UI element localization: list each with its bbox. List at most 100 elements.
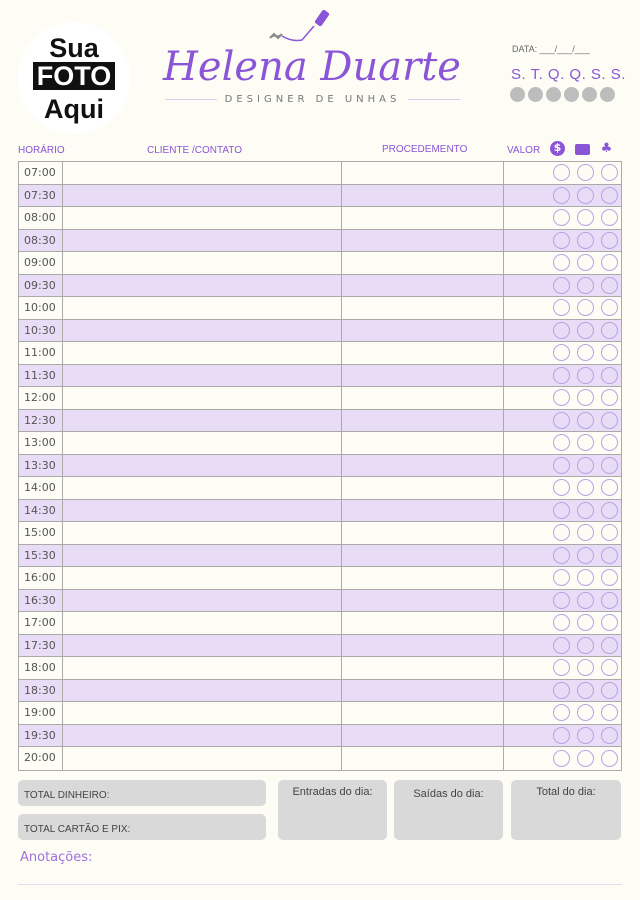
weekday-selectors[interactable] [510, 87, 615, 102]
value-cell[interactable] [504, 252, 621, 274]
cash-checkbox[interactable] [553, 726, 570, 744]
cash-checkbox[interactable] [553, 344, 570, 362]
value-cell[interactable] [504, 477, 621, 499]
pix-checkbox[interactable] [601, 569, 618, 587]
client-cell[interactable] [63, 409, 342, 431]
client-cell[interactable] [63, 342, 342, 364]
procedure-cell[interactable] [342, 409, 504, 431]
card-checkbox[interactable] [577, 434, 594, 452]
card-checkbox[interactable] [577, 366, 594, 384]
procedure-cell[interactable] [342, 657, 504, 679]
client-cell[interactable] [63, 634, 342, 656]
value-cell[interactable] [504, 162, 621, 184]
value-cell[interactable] [504, 410, 621, 432]
pix-checkbox[interactable] [601, 164, 618, 182]
pix-checkbox[interactable] [601, 546, 618, 564]
value-cell[interactable] [504, 680, 621, 702]
cash-checkbox[interactable] [553, 254, 570, 272]
procedure-cell[interactable] [342, 184, 504, 206]
procedure-cell[interactable] [342, 724, 504, 746]
pix-checkbox[interactable] [601, 299, 618, 317]
client-cell[interactable] [63, 274, 342, 296]
cash-checkbox[interactable] [553, 659, 570, 677]
procedure-cell[interactable] [342, 162, 504, 184]
client-cell[interactable] [63, 207, 342, 229]
card-checkbox[interactable] [577, 546, 594, 564]
cash-checkbox[interactable] [553, 411, 570, 429]
card-checkbox[interactable] [577, 681, 594, 699]
pix-checkbox[interactable] [601, 659, 618, 677]
value-cell[interactable] [504, 297, 621, 319]
procedure-cell[interactable] [342, 274, 504, 296]
pix-checkbox[interactable] [601, 614, 618, 632]
cash-checkbox[interactable] [553, 479, 570, 497]
procedure-cell[interactable] [342, 364, 504, 386]
pix-checkbox[interactable] [601, 726, 618, 744]
card-checkbox[interactable] [577, 614, 594, 632]
client-cell[interactable] [63, 612, 342, 634]
pix-checkbox[interactable] [601, 704, 618, 722]
cash-checkbox[interactable] [553, 209, 570, 227]
client-cell[interactable] [63, 702, 342, 724]
procedure-cell[interactable] [342, 387, 504, 409]
value-cell[interactable] [504, 702, 621, 724]
pix-checkbox[interactable] [601, 479, 618, 497]
cash-checkbox[interactable] [553, 321, 570, 339]
pix-checkbox[interactable] [601, 254, 618, 272]
value-cell[interactable] [504, 432, 621, 454]
card-checkbox[interactable] [577, 411, 594, 429]
client-cell[interactable] [63, 184, 342, 206]
value-cell[interactable] [504, 387, 621, 409]
pix-checkbox[interactable] [601, 186, 618, 204]
pix-checkbox[interactable] [601, 209, 618, 227]
cash-checkbox[interactable] [553, 591, 570, 609]
client-cell[interactable] [63, 747, 342, 770]
cash-checkbox[interactable] [553, 704, 570, 722]
value-cell[interactable] [504, 635, 621, 657]
card-checkbox[interactable] [577, 591, 594, 609]
card-checkbox[interactable] [577, 524, 594, 542]
procedure-cell[interactable] [342, 544, 504, 566]
cash-checkbox[interactable] [553, 749, 570, 767]
client-cell[interactable] [63, 724, 342, 746]
procedure-cell[interactable] [342, 499, 504, 521]
client-cell[interactable] [63, 589, 342, 611]
procedure-cell[interactable] [342, 319, 504, 341]
notes-line[interactable] [18, 884, 622, 885]
value-cell[interactable] [504, 747, 621, 770]
procedure-cell[interactable] [342, 747, 504, 770]
cash-checkbox[interactable] [553, 299, 570, 317]
cash-checkbox[interactable] [553, 636, 570, 654]
procedure-cell[interactable] [342, 229, 504, 251]
pix-checkbox[interactable] [601, 366, 618, 384]
pix-checkbox[interactable] [601, 636, 618, 654]
client-cell[interactable] [63, 297, 342, 319]
value-cell[interactable] [504, 590, 621, 612]
procedure-cell[interactable] [342, 612, 504, 634]
client-cell[interactable] [63, 387, 342, 409]
card-checkbox[interactable] [577, 456, 594, 474]
date-field[interactable]: DATA: ___/___/___ [512, 44, 590, 54]
card-checkbox[interactable] [577, 479, 594, 497]
card-checkbox[interactable] [577, 209, 594, 227]
procedure-cell[interactable] [342, 432, 504, 454]
procedure-cell[interactable] [342, 702, 504, 724]
value-cell[interactable] [504, 522, 621, 544]
pix-checkbox[interactable] [601, 501, 618, 519]
value-cell[interactable] [504, 500, 621, 522]
client-cell[interactable] [63, 229, 342, 251]
card-checkbox[interactable] [577, 389, 594, 407]
client-cell[interactable] [63, 364, 342, 386]
card-checkbox[interactable] [577, 164, 594, 182]
procedure-cell[interactable] [342, 522, 504, 544]
value-cell[interactable] [504, 567, 621, 589]
value-cell[interactable] [504, 365, 621, 387]
client-cell[interactable] [63, 319, 342, 341]
total-card-pix-box[interactable]: TOTAL CARTÃO E PIX: [18, 814, 266, 840]
card-checkbox[interactable] [577, 569, 594, 587]
procedure-cell[interactable] [342, 634, 504, 656]
pix-checkbox[interactable] [601, 231, 618, 249]
client-cell[interactable] [63, 432, 342, 454]
cash-checkbox[interactable] [553, 524, 570, 542]
value-cell[interactable] [504, 230, 621, 252]
